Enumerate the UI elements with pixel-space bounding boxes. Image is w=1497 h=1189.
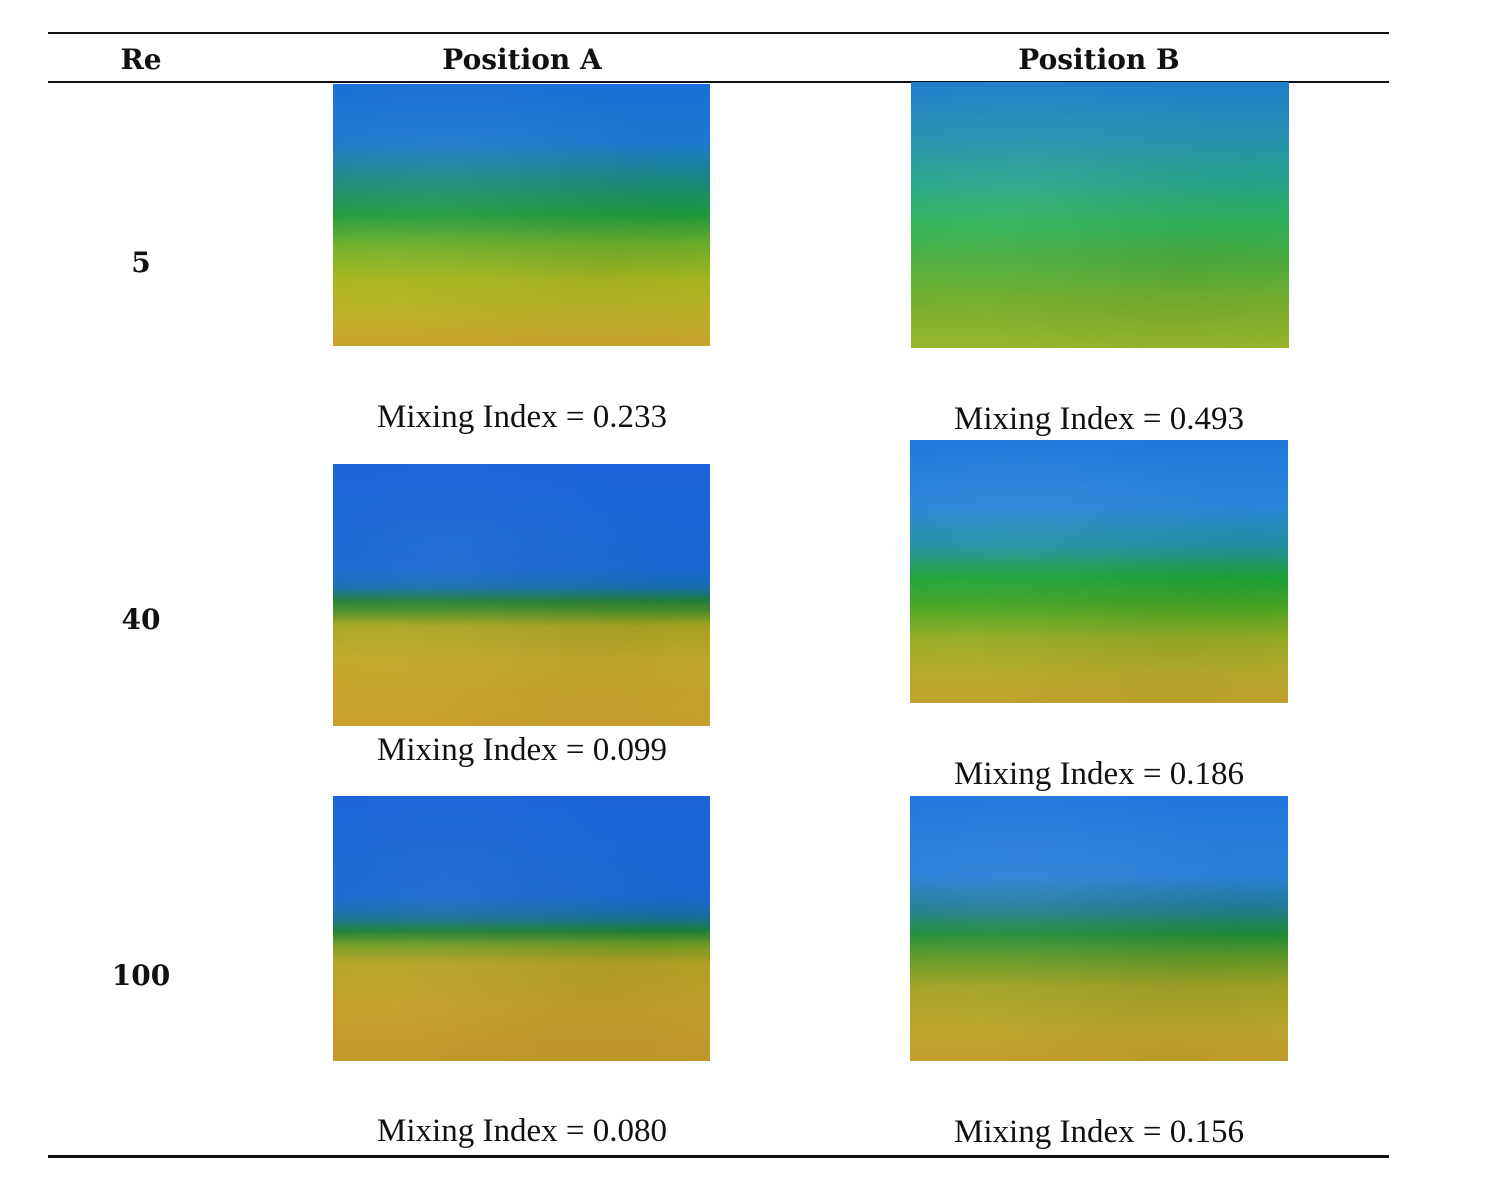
- mixing-index-caption: Mixing Index = 0.099: [377, 732, 667, 768]
- row-re-value: 40: [121, 603, 161, 636]
- header-re: Re: [120, 43, 162, 76]
- mixing-index-caption: Mixing Index = 0.493: [954, 401, 1244, 437]
- mixing-image-position-a-re5: [333, 84, 710, 346]
- mixing-image-position-b-re100: [910, 796, 1288, 1061]
- mixing-image-position-a-re40: [333, 464, 710, 726]
- mixing-image-position-b-re40: [910, 440, 1288, 703]
- mixing-index-caption: Mixing Index = 0.186: [954, 756, 1244, 792]
- mixing-image-position-a-re100: [333, 796, 710, 1061]
- table-header-rule: [48, 81, 1389, 83]
- row-re-value: 100: [111, 959, 171, 992]
- mixing-image-position-b-re5: [911, 82, 1289, 348]
- mixing-index-caption: Mixing Index = 0.233: [377, 399, 667, 435]
- table-top-rule: [48, 32, 1389, 34]
- row-re-value: 5: [131, 246, 151, 279]
- mixing-index-caption: Mixing Index = 0.156: [954, 1114, 1244, 1150]
- mixing-index-caption: Mixing Index = 0.080: [377, 1113, 667, 1149]
- table-bottom-rule: [48, 1155, 1389, 1158]
- header-position-a: Position A: [442, 43, 602, 76]
- header-position-b: Position B: [1018, 43, 1180, 76]
